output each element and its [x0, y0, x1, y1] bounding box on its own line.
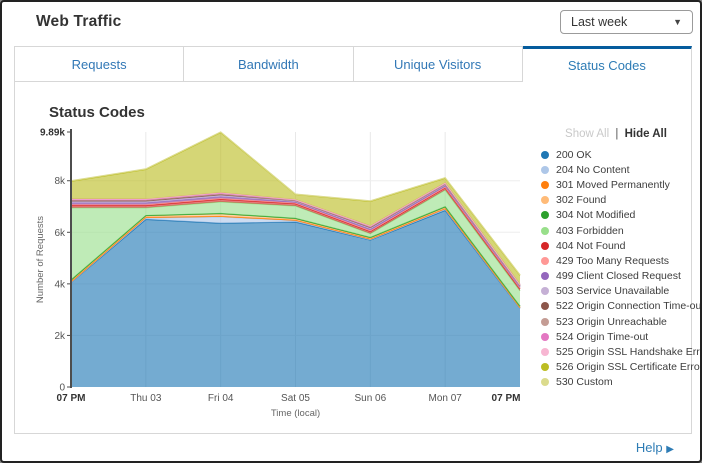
legend-item[interactable]: 503 Service Unavailable: [541, 284, 691, 299]
chevron-down-icon: ▼: [673, 16, 682, 27]
legend-list: 200 OK 204 No Content 301 Moved Permanentl…: [541, 147, 700, 390]
x-tick-label: Thu 03: [130, 393, 162, 404]
legend-item-label: 524 Origin Time-out: [556, 330, 649, 343]
legend-item[interactable]: 304 Not Modified: [541, 208, 691, 223]
legend-item[interactable]: 429 Too Many Requests: [541, 253, 691, 268]
x-tick-label: 07 PM: [492, 393, 521, 404]
footer-bar: Help ▶: [14, 434, 688, 461]
help-link[interactable]: Help ▶: [636, 440, 688, 455]
legend-dot-icon: [541, 332, 549, 341]
y-tick-label: 6k: [54, 228, 66, 239]
legend-dot-icon: [541, 363, 549, 372]
legend-item-label: 526 Origin SSL Certificate Error: [556, 361, 702, 374]
tab-status-codes[interactable]: Status Codes: [522, 46, 692, 82]
legend-item-label: 530 Custom: [556, 376, 613, 389]
analytics-tabbar: Requests Bandwidth Unique Visitors Statu…: [14, 46, 692, 82]
legend-item[interactable]: 524 Origin Time-out: [541, 329, 691, 344]
legend-item-label: 523 Origin Unreachable: [556, 315, 667, 328]
y-tick-label: 4k: [54, 279, 66, 290]
x-tick-label: Sat 05: [281, 393, 310, 404]
legend-item-label: 404 Not Found: [556, 239, 626, 252]
x-tick-label: 07 PM: [57, 393, 86, 404]
legend-item[interactable]: 526 Origin SSL Certificate Error: [541, 360, 700, 375]
legend-dot-icon: [541, 180, 549, 189]
legend-dot-icon: [541, 378, 549, 387]
status-codes-chart: 0 2k 4k 6k 8k 9.89k 07 PM Thu 03 Fri 04 Sat 05 Sun…: [33, 124, 543, 424]
legend-item[interactable]: 523 Origin Unreachable: [541, 314, 691, 329]
area-200: [71, 210, 520, 387]
status-codes-svg: 0 2k 4k 6k 8k 9.89k 07 PM Thu 03 Fri 04 Sat 05 Sun…: [35, 128, 521, 419]
time-range-dropdown[interactable]: Last week ▼: [560, 10, 693, 34]
legend-dot-icon: [541, 196, 549, 205]
area-526: [71, 132, 520, 285]
y-axis-title: Number of Requests: [35, 216, 46, 303]
legend-dot-icon: [541, 211, 549, 220]
legend-item-label: 302 Found: [556, 194, 607, 207]
legend-dot-icon: [541, 150, 549, 159]
legend-dot-icon: [541, 348, 549, 357]
legend-dot-icon: [541, 272, 549, 281]
legend-item[interactable]: 525 Origin SSL Handshake Error: [541, 344, 700, 359]
y-tick-label: 8k: [54, 176, 66, 187]
status-codes-panel: Status Codes 0 2k 4k 6k 8k 9.89k 07 PM Thu 03 Fr…: [14, 82, 700, 434]
show-all-button[interactable]: Show All: [565, 128, 610, 140]
legend-item-label: 429 Too Many Requests: [556, 254, 670, 267]
area-403: [71, 190, 520, 307]
y-tick-label: 0: [59, 383, 65, 394]
legend-item-label: 522 Origin Connection Time-out: [556, 300, 702, 313]
legend-dot-icon: [541, 256, 549, 265]
legend-dot-icon: [541, 317, 549, 326]
legend-item[interactable]: 301 Moved Permanently: [541, 177, 691, 192]
legend-item-label: 525 Origin SSL Handshake Error: [556, 346, 702, 359]
tab-requests[interactable]: Requests: [14, 46, 185, 82]
legend-item[interactable]: 499 Client Closed Request: [541, 269, 691, 284]
legend-item-label: 304 Not Modified: [556, 209, 636, 222]
legend-item-label: 503 Service Unavailable: [556, 285, 670, 298]
x-axis-title: Time (local): [271, 408, 320, 419]
legend-item[interactable]: 522 Origin Connection Time-out: [541, 299, 700, 314]
area-line-530: [70, 131, 521, 276]
legend-item-label: 200 OK: [556, 148, 592, 161]
chart-title: Status Codes: [49, 104, 145, 121]
legend-item-label: 403 Forbidden: [556, 224, 624, 237]
x-tick-label: Fri 04: [208, 393, 234, 404]
time-range-value: Last week: [571, 15, 628, 29]
x-tick-label: Mon 07: [428, 393, 462, 404]
x-tick-label: Sun 06: [354, 393, 386, 404]
legend-item[interactable]: 302 Found: [541, 193, 691, 208]
legend-dot-icon: [541, 241, 549, 250]
legend-item[interactable]: 204 No Content: [541, 162, 691, 177]
y-tick-label: 9.89k: [40, 128, 65, 139]
legend-item-label: 301 Moved Permanently: [556, 178, 670, 191]
legend-dot-icon: [541, 287, 549, 296]
chart-legend: Show All | Hide All 200 OK 204 No Content…: [541, 128, 700, 390]
legend-item-label: 204 No Content: [556, 163, 630, 176]
legend-item[interactable]: 200 OK: [541, 147, 691, 162]
y-tick-label: 2k: [54, 331, 66, 342]
tab-unique-visitors[interactable]: Unique Visitors: [353, 46, 523, 82]
hide-all-button[interactable]: Hide All: [624, 128, 667, 140]
legend-dot-icon: [541, 226, 549, 235]
help-arrow-icon: ▶: [666, 444, 674, 455]
legend-dot-icon: [541, 302, 549, 311]
tab-bandwidth[interactable]: Bandwidth: [184, 46, 354, 82]
page-title: Web Traffic: [36, 13, 122, 30]
legend-item[interactable]: 404 Not Found: [541, 238, 691, 253]
legend-separator: |: [615, 128, 619, 140]
help-label: Help: [635, 440, 663, 455]
legend-item[interactable]: 403 Forbidden: [541, 223, 691, 238]
legend-dot-icon: [541, 165, 549, 174]
legend-controls: Show All | Hide All: [541, 128, 691, 140]
legend-item-label: 499 Client Closed Request: [556, 270, 681, 283]
legend-item[interactable]: 530 Custom: [541, 375, 691, 390]
